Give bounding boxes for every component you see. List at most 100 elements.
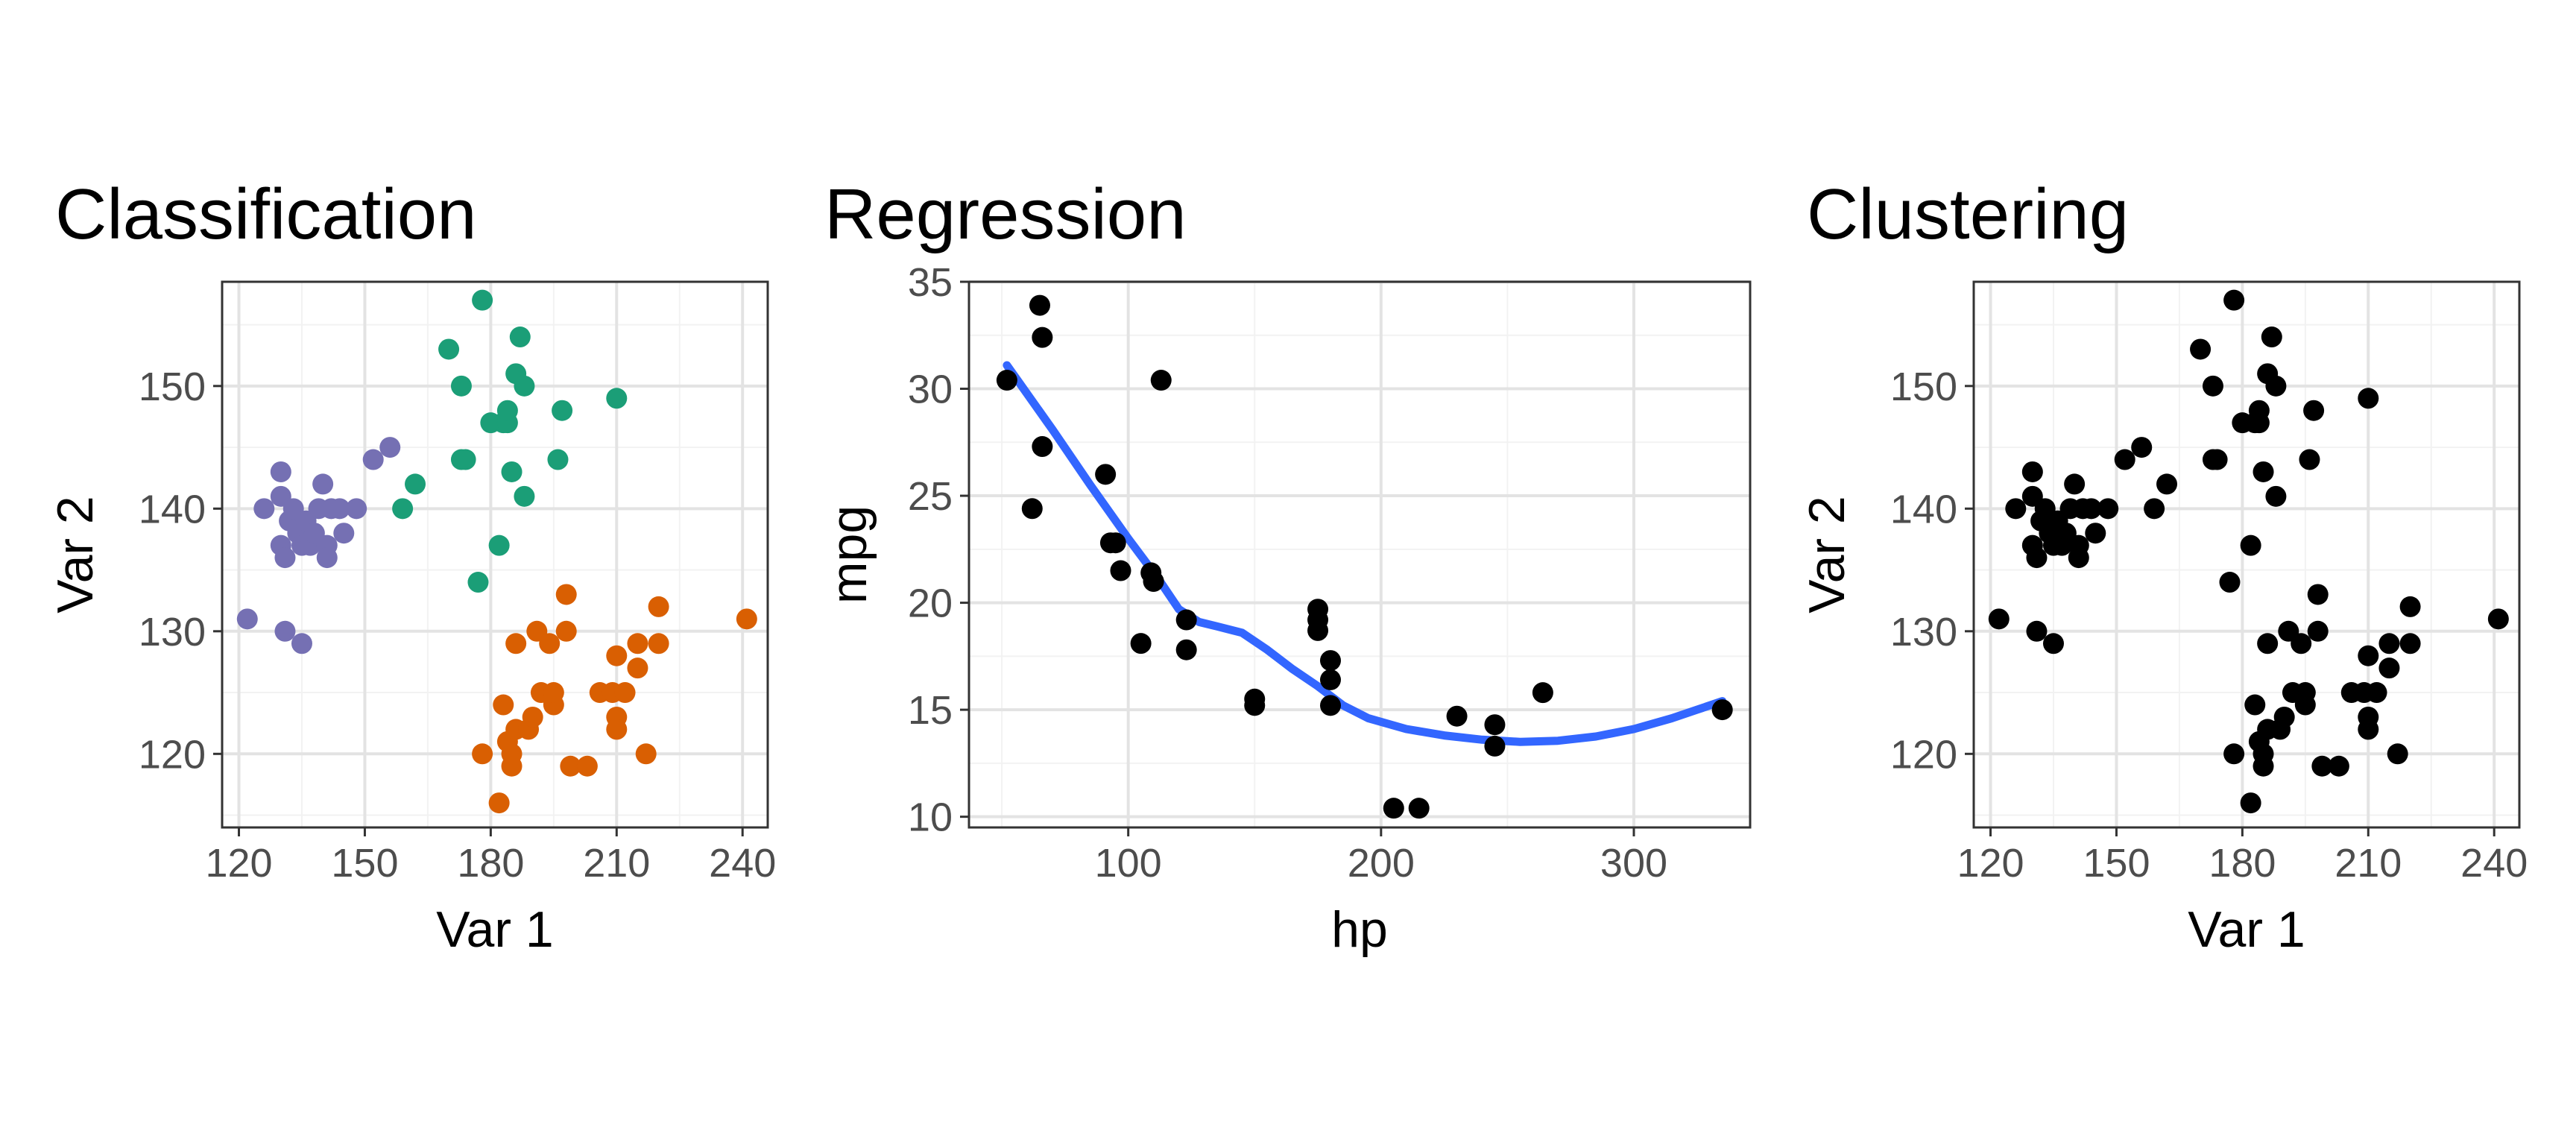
classification-point-green <box>514 485 535 507</box>
classification-point-orange <box>543 682 564 704</box>
classification-point-green <box>392 498 414 520</box>
classification-point-orange <box>472 743 493 765</box>
classification-point-green <box>450 375 472 397</box>
classification-point-purple <box>270 461 291 482</box>
classification-point-green <box>467 572 489 593</box>
regression-point <box>1095 464 1117 485</box>
clustering-point <box>2131 437 2153 458</box>
regression-point <box>1110 560 1131 581</box>
classification-panel: Classification 120 150 180 210 240 120 130 140… <box>47 174 776 958</box>
classification-x-tick-label: 120 <box>205 841 272 886</box>
classification-point-orange <box>539 633 561 654</box>
clustering-point <box>2244 694 2266 716</box>
regression-point <box>996 370 1017 391</box>
regression-point <box>1319 695 1341 716</box>
clustering-point <box>2257 633 2279 654</box>
regression-point <box>1307 599 1329 620</box>
regression-x-axis: 100 200 300 <box>1095 827 1667 886</box>
regression-point <box>1130 633 1152 654</box>
clustering-point <box>2387 743 2408 765</box>
classification-point-purple <box>379 437 401 458</box>
clustering-point <box>2026 620 2048 642</box>
classification-point-orange <box>606 719 628 740</box>
clustering-point <box>2358 645 2379 666</box>
clustering-point <box>2253 461 2274 482</box>
regression-grid <box>969 280 1750 827</box>
classification-point-purple <box>236 608 258 630</box>
clustering-point <box>2328 755 2349 777</box>
classification-point-orange <box>555 620 577 642</box>
clustering-point <box>2026 547 2048 569</box>
clustering-plot-frame <box>1972 280 2521 829</box>
clustering-point <box>2248 400 2270 421</box>
classification-x-label: Var 1 <box>436 901 553 958</box>
clustering-point <box>2253 743 2274 765</box>
classification-point-orange <box>555 584 577 605</box>
regression-point <box>1319 650 1341 672</box>
clustering-point <box>2005 498 2027 520</box>
clustering-point <box>2042 633 2064 654</box>
clustering-x-tick-label: 240 <box>2460 841 2528 886</box>
classification-point-green <box>472 289 493 311</box>
clustering-point <box>2265 485 2287 507</box>
regression-point <box>1711 699 1733 721</box>
regression-point <box>1383 798 1404 819</box>
classification-x-axis: 120 150 180 210 240 <box>205 827 776 886</box>
clustering-point <box>2064 473 2086 495</box>
classification-point-orange <box>648 633 669 654</box>
clustering-point <box>2265 375 2287 397</box>
classification-point-orange <box>627 633 648 654</box>
clustering-y-label: Var 2 <box>1799 496 1855 613</box>
classification-point-orange <box>614 682 636 704</box>
clustering-point <box>2085 523 2106 544</box>
regression-y-axis: 10 15 20 25 30 35 <box>908 260 969 840</box>
regression-point <box>1319 669 1341 690</box>
regression-point <box>1484 714 1506 736</box>
classification-point-green <box>547 449 569 470</box>
classification-title: Classification <box>55 174 477 254</box>
regression-point <box>1175 639 1197 660</box>
regression-point <box>1484 735 1506 757</box>
clustering-point <box>2223 743 2245 765</box>
classification-point-green <box>488 534 510 556</box>
clustering-point <box>2299 449 2320 470</box>
classification-point-green <box>438 338 460 360</box>
classification-point-purple <box>253 498 275 520</box>
clustering-point <box>2399 596 2421 617</box>
clustering-point <box>2144 498 2165 520</box>
regression-x-tick-label: 300 <box>1600 841 1667 886</box>
regression-point <box>1446 705 1468 727</box>
classification-point-purple <box>291 633 312 654</box>
classification-plot-frame <box>221 280 769 829</box>
clustering-y-tick-label: 120 <box>1890 732 1957 777</box>
classification-x-tick-label: 150 <box>331 841 398 886</box>
regression-point <box>1175 609 1197 631</box>
clustering-point <box>2378 633 2400 654</box>
clustering-point <box>2378 657 2400 679</box>
classification-point-orange <box>560 755 581 777</box>
clustering-point <box>2219 572 2241 593</box>
classification-point-orange <box>627 657 648 679</box>
classification-point-purple <box>333 523 355 544</box>
clustering-y-tick-label: 130 <box>1890 610 1957 654</box>
classification-point-green <box>606 388 628 409</box>
classification-point-purple <box>312 473 334 495</box>
clustering-point <box>2114 449 2135 470</box>
clustering-point <box>2097 498 2119 520</box>
classification-point-green <box>501 461 523 482</box>
classification-point-green <box>405 473 426 495</box>
clustering-point <box>2156 473 2178 495</box>
regression-point <box>1021 498 1043 520</box>
regression-x-tick-label: 200 <box>1348 841 1415 886</box>
clustering-y-tick-label: 140 <box>1890 487 1957 532</box>
clustering-point <box>2303 400 2325 421</box>
classification-point-purple <box>274 620 296 642</box>
clustering-point <box>2240 534 2261 556</box>
clustering-point <box>2240 792 2261 814</box>
classification-y-label: Var 2 <box>47 496 104 613</box>
clustering-point <box>2291 633 2312 654</box>
clustering-x-label: Var 1 <box>2188 901 2305 958</box>
regression-point <box>1105 532 1126 554</box>
classification-point-purple <box>329 498 350 520</box>
